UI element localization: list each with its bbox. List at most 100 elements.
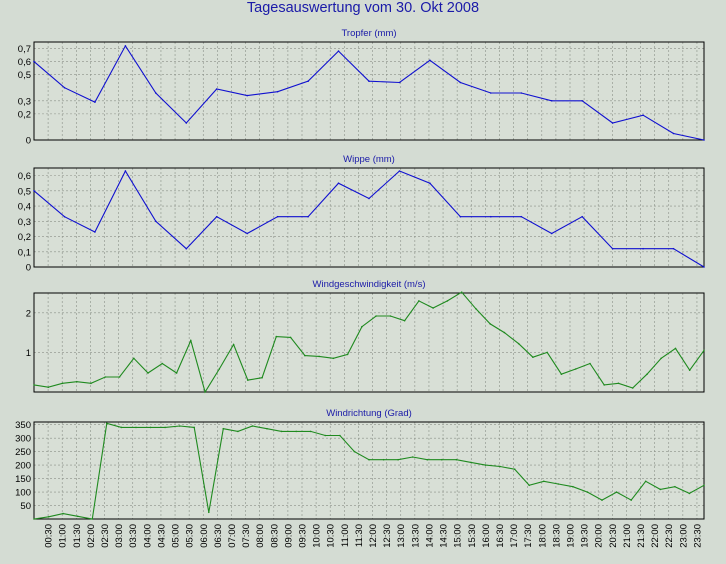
wippe-data-point (185, 247, 188, 250)
xtick-label: 15:30 (467, 524, 478, 548)
windrichtung-data-point (295, 430, 298, 433)
tropfer-data-point (368, 80, 370, 82)
tropfer-data-point (215, 88, 218, 90)
tropfer-data-point (276, 90, 279, 93)
wippe-data-point (672, 247, 675, 250)
windrichtung-data-point (353, 450, 356, 453)
windgeschwindigkeit-data-point (161, 362, 164, 365)
windrichtung-data-point (135, 426, 137, 429)
wippe-data-point (642, 247, 644, 250)
xtick-label: 21:30 (636, 524, 647, 548)
windgeschwindigkeit-data-point (346, 353, 349, 356)
wippe-data-point (368, 197, 370, 200)
tropfer-ytick-label: 0,5 (18, 70, 31, 81)
windgeschwindigkeit-data-point (460, 291, 463, 294)
windrichtung-plot-area (34, 422, 704, 519)
xtick-label: 22:00 (650, 524, 661, 548)
windrichtung-data-point (644, 480, 647, 483)
windgeschwindigkeit-data-point (232, 343, 235, 346)
windgeschwindigkeit-data-point (104, 376, 107, 378)
tropfer-data-point (429, 59, 431, 62)
tropfer-title: Tropfer (mm) (341, 28, 396, 39)
xtick-label: 21:00 (622, 524, 633, 548)
wippe-data-point (581, 215, 583, 218)
xtick-label: 07:30 (241, 524, 252, 548)
xtick-label: 13:30 (410, 524, 421, 548)
wippe-data-point (215, 215, 218, 218)
windrichtung-data-point (543, 480, 545, 483)
wippe-title: Wippe (mm) (343, 154, 395, 165)
wippe-data-point (307, 215, 309, 218)
windgeschwindigkeit-data-point (403, 319, 406, 322)
windrichtung-ytick-label: 150 (15, 474, 31, 485)
windrichtung-data-point (339, 434, 341, 437)
windgeschwindigkeit-series-line (33, 291, 705, 394)
xtick-label: 13:00 (396, 524, 407, 548)
windrichtung-data-point (251, 425, 254, 427)
xtick-label: 19:00 (566, 524, 577, 548)
windgeschwindigkeit-frame (33, 292, 705, 393)
windgeschwindigkeit-data-point (688, 369, 691, 372)
windgeschwindigkeit-data-point (546, 351, 548, 354)
windrichtung-ytick-label: 100 (15, 488, 31, 499)
windgeschwindigkeit-data-point (703, 349, 705, 352)
wippe-data-point (94, 231, 96, 233)
windgeschwindigkeit-data-point (361, 325, 363, 328)
windgeschwindigkeit-data-point (304, 354, 306, 357)
windgeschwindigkeit-data-point (617, 382, 620, 385)
windgeschwindigkeit-data-point (646, 373, 648, 376)
windrichtung-data-point (222, 427, 225, 430)
windrichtung-data-point (280, 430, 283, 433)
windrichtung-data-point (674, 485, 676, 488)
wippe-data-point (459, 215, 462, 218)
xtick-label: 01:00 (58, 524, 69, 548)
wippe-data-point (611, 247, 614, 250)
windrichtung-data-point (441, 458, 443, 461)
windrichtung-data-point (688, 492, 691, 495)
windrichtung-data-point (368, 458, 370, 461)
xtick-label: 16:30 (495, 524, 506, 548)
xtick-label: 03:00 (114, 524, 125, 548)
xtick-label: 17:30 (523, 524, 534, 548)
windrichtung-data-point (164, 426, 166, 429)
xtick-label: 06:30 (213, 524, 224, 548)
windrichtung-ytick-label: 300 (15, 434, 31, 445)
wippe-data-point (155, 220, 157, 223)
windgeschwindigkeit-data-point (275, 335, 278, 338)
windrichtung-ytick-label: 200 (15, 461, 31, 472)
windgeschwindigkeit-data-point (589, 362, 591, 365)
xtick-label: 15:00 (453, 524, 464, 548)
windrichtung-data-point (484, 464, 487, 466)
xtick-label: 04:30 (156, 524, 167, 548)
tropfer-data-point (398, 81, 401, 84)
xtick-label: 19:30 (580, 524, 591, 548)
wippe-data-point (550, 232, 553, 235)
wippe-plot-area (34, 168, 704, 267)
windrichtung-data-point (659, 488, 662, 491)
windgeschwindigkeit-data-point (517, 342, 520, 345)
xtick-label: 09:30 (298, 524, 309, 548)
windgeschwindigkeit-ytick-label: 1 (26, 348, 31, 359)
windrichtung-data-point (397, 458, 399, 461)
windgeschwindigkeit-data-point (674, 347, 677, 350)
xtick-label: 10:00 (312, 524, 323, 548)
windrichtung-data-point (237, 430, 239, 433)
xtick-label: 20:30 (608, 524, 619, 548)
windgeschwindigkeit-data-point (503, 331, 506, 334)
windgeschwindigkeit-data-point (418, 300, 420, 302)
windrichtung-data-point (615, 491, 618, 493)
xtick-label: 11:00 (340, 524, 351, 547)
windgeschwindigkeit-data-point (47, 386, 50, 389)
wippe-data-point (398, 170, 401, 172)
windgeschwindigkeit-data-point (375, 315, 377, 317)
windgeschwindigkeit-title: Windgeschwindigkeit (m/s) (313, 279, 426, 290)
windrichtung-data-point (528, 484, 530, 487)
tropfer-chart: 0 0,2 0,3 0,5 0,6 0,7 Tropfer (mm) (18, 28, 705, 147)
wippe-data-point (124, 170, 127, 172)
xtick-label: 07:00 (227, 524, 238, 548)
windgeschwindigkeit-data-point (61, 382, 64, 385)
wippe-ytick-label: 0,3 (18, 217, 31, 228)
xtick-label: 14:30 (439, 524, 450, 548)
tropfer-ytick-label: 0,2 (18, 109, 31, 120)
